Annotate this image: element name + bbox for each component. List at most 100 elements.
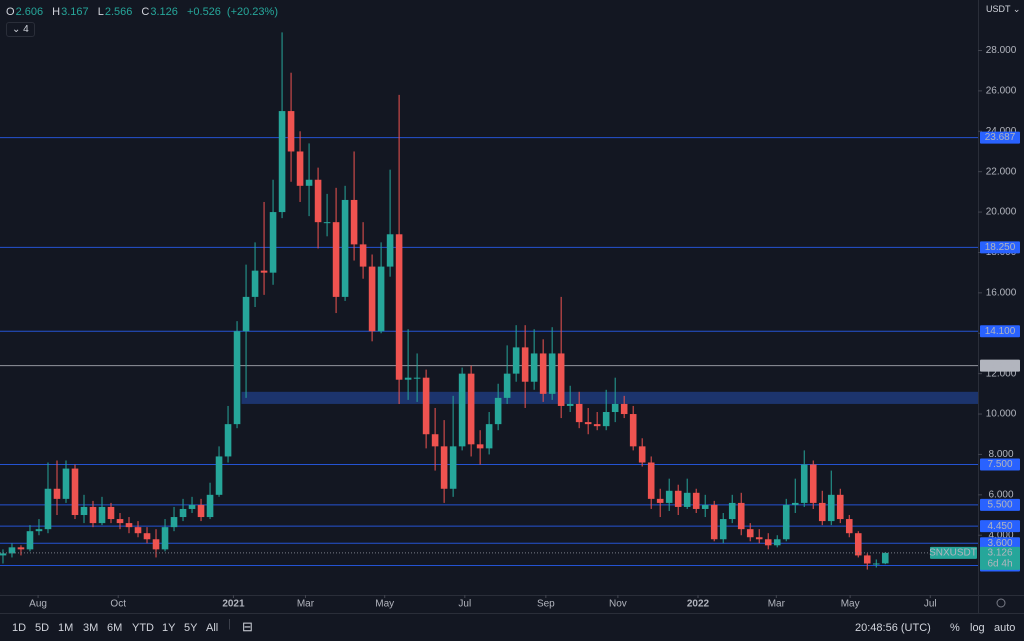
candle-body bbox=[485, 424, 493, 449]
candle-body bbox=[620, 403, 628, 415]
candle-body bbox=[521, 347, 529, 382]
currency[interactable]: USDT ⌄ bbox=[986, 4, 1021, 14]
candle-body bbox=[386, 234, 394, 267]
range-button[interactable]: All bbox=[206, 622, 219, 634]
candle-body bbox=[629, 414, 637, 447]
y-tick-label: 20.000 bbox=[986, 207, 1017, 218]
candle-body bbox=[350, 199, 358, 245]
indicator-count: 4 bbox=[23, 24, 29, 35]
candle-body bbox=[503, 373, 511, 398]
range-button[interactable]: 3M bbox=[83, 622, 99, 634]
candle-body bbox=[413, 377, 421, 379]
candle-body bbox=[593, 424, 601, 427]
y-tick-label: 8.000 bbox=[988, 449, 1013, 460]
range-button[interactable]: 1Y bbox=[162, 622, 176, 634]
candle-body bbox=[431, 434, 439, 447]
candle-body bbox=[35, 529, 43, 532]
x-tick-label: Sep bbox=[537, 599, 555, 610]
candle-body bbox=[287, 111, 295, 152]
candle-body bbox=[782, 504, 790, 540]
y-tick-label: 22.000 bbox=[986, 166, 1017, 177]
legend-key: H bbox=[52, 6, 61, 18]
candle-body bbox=[62, 468, 70, 499]
candle-body bbox=[602, 412, 610, 427]
y-tick-label: 16.000 bbox=[986, 287, 1017, 298]
candle-body bbox=[0, 553, 7, 556]
range-button[interactable]: 6M bbox=[107, 622, 123, 634]
legend-change-pct: (+20.23%) bbox=[226, 6, 278, 18]
candle-body bbox=[845, 519, 853, 534]
candle-body bbox=[233, 331, 241, 425]
x-tick-label: Jul bbox=[924, 599, 937, 610]
range-button[interactable]: YTD bbox=[132, 622, 154, 634]
level-label: 14.100 bbox=[985, 326, 1016, 337]
legend-value: 3.167 bbox=[61, 6, 89, 18]
candle-body bbox=[728, 502, 736, 520]
legend-value: 2.566 bbox=[104, 6, 133, 18]
candle-body bbox=[755, 537, 763, 540]
candle-body bbox=[494, 397, 502, 425]
candle-body bbox=[791, 502, 799, 505]
percent-button[interactable]: % bbox=[950, 622, 960, 634]
candle-body bbox=[8, 547, 16, 554]
price-label-box bbox=[980, 546, 1020, 570]
candle-body bbox=[656, 498, 664, 503]
indicator-badge[interactable]: ⌄ 4 bbox=[6, 22, 35, 37]
candle-body bbox=[746, 529, 754, 538]
range-button[interactable]: 1D bbox=[12, 622, 27, 634]
candle-body bbox=[674, 490, 682, 507]
candle-body bbox=[377, 266, 385, 332]
candle-body bbox=[161, 527, 169, 550]
level-label-box bbox=[980, 359, 1020, 372]
auto-button[interactable]: auto bbox=[994, 622, 1016, 634]
candle-body bbox=[440, 446, 448, 489]
candle-body bbox=[395, 234, 403, 380]
x-tick-label: 2022 bbox=[687, 599, 710, 610]
candle-body bbox=[341, 199, 349, 297]
candle-body bbox=[575, 403, 583, 423]
range-button[interactable]: 1M bbox=[58, 622, 74, 634]
level-label: 12.400 bbox=[985, 360, 1016, 371]
date-range-icon[interactable]: ⊟ bbox=[242, 619, 253, 634]
legend-value: 3.126 bbox=[150, 6, 178, 18]
y-tick-label: 26.000 bbox=[986, 86, 1017, 97]
candle-body bbox=[296, 151, 304, 186]
log-button[interactable]: log bbox=[970, 622, 985, 634]
y-tick-label: 28.000 bbox=[986, 45, 1017, 56]
x-tick-label: Nov bbox=[609, 599, 627, 610]
candle-body bbox=[665, 490, 673, 503]
chart: 4.0006.0008.00010.00012.00014.00016.0001… bbox=[0, 0, 1024, 613]
x-tick-label: Mar bbox=[768, 599, 786, 610]
range-button[interactable]: 5Y bbox=[184, 622, 198, 634]
candle-body bbox=[638, 446, 646, 463]
y-tick-label: 10.000 bbox=[986, 409, 1017, 420]
legend-key: O bbox=[6, 6, 15, 18]
x-tick-label: May bbox=[841, 599, 860, 610]
level-label: 18.250 bbox=[985, 242, 1016, 253]
x-tick-label: Mar bbox=[297, 599, 315, 610]
level-label: 5.500 bbox=[987, 500, 1012, 511]
candle-body bbox=[539, 353, 547, 394]
candle-body bbox=[314, 179, 322, 223]
candle-body bbox=[368, 266, 376, 332]
candle-body bbox=[170, 517, 178, 528]
candle-body bbox=[224, 424, 232, 457]
range-button[interactable]: 5D bbox=[35, 622, 50, 634]
candle-body bbox=[278, 111, 286, 213]
candle-body bbox=[584, 422, 592, 425]
candle-body bbox=[683, 492, 691, 507]
x-tick-label: Jul bbox=[458, 599, 471, 610]
level-label: 3.600 bbox=[987, 538, 1012, 549]
bottom-toolbar: 1D 5D 1M 3M 6M YTD 1Y 5Y All | ⊟ 20:48:5… bbox=[0, 613, 1024, 641]
candle-body bbox=[179, 508, 187, 518]
candle-body bbox=[773, 539, 781, 546]
candle-body bbox=[269, 212, 277, 273]
candle-body bbox=[134, 527, 142, 534]
candle-body bbox=[854, 533, 862, 556]
candle-body bbox=[107, 506, 115, 520]
level-label-box bbox=[980, 241, 1020, 254]
candle-body bbox=[836, 494, 844, 520]
legend-key: C bbox=[141, 6, 150, 18]
candle-body bbox=[188, 504, 196, 509]
level-label-box bbox=[980, 325, 1020, 338]
